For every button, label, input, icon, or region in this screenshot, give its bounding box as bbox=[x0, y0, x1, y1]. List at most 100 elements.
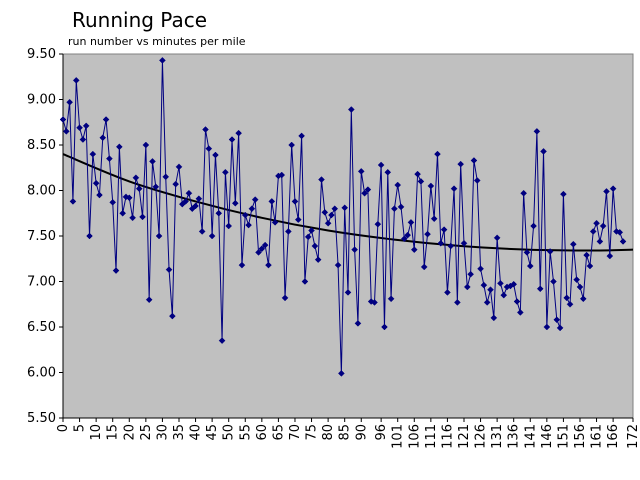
data-point bbox=[467, 270, 474, 278]
x-tick-label: 15 bbox=[106, 424, 121, 441]
x-tick-label: 5 bbox=[73, 424, 88, 432]
x-tick-label: 166 bbox=[606, 424, 621, 449]
data-point bbox=[109, 198, 117, 206]
data-point bbox=[583, 251, 590, 259]
data-point bbox=[82, 122, 90, 130]
data-point bbox=[294, 216, 302, 223]
data-point bbox=[115, 143, 123, 151]
plot-area bbox=[62, 53, 634, 419]
data-point bbox=[291, 198, 299, 205]
data-point bbox=[414, 170, 421, 178]
data-point bbox=[477, 265, 484, 273]
data-point bbox=[603, 188, 610, 195]
data-point bbox=[487, 286, 494, 294]
data-point bbox=[437, 239, 445, 247]
y-axis: 5.50 6.00 6.50 7.00 7.50 8.00 8.50 9.00 9.50 bbox=[27, 47, 64, 426]
data-point bbox=[338, 370, 345, 377]
data-point bbox=[619, 238, 627, 245]
data-point bbox=[238, 261, 246, 269]
x-tick-label: 90 bbox=[354, 424, 369, 441]
y-tick-label: 8.00 bbox=[27, 184, 56, 199]
data-point bbox=[119, 209, 127, 217]
data-point bbox=[510, 280, 518, 288]
data-point bbox=[255, 249, 262, 256]
data-point bbox=[96, 191, 103, 199]
data-point bbox=[593, 219, 600, 227]
data-point bbox=[374, 220, 382, 228]
data-point bbox=[384, 168, 392, 176]
data-point bbox=[112, 267, 120, 274]
x-tick-label: 70 bbox=[288, 424, 303, 441]
data-point bbox=[59, 116, 67, 123]
data-point bbox=[364, 186, 372, 193]
x-tick-label: 0 bbox=[56, 424, 71, 432]
data-point bbox=[553, 316, 561, 324]
data-point bbox=[400, 235, 408, 243]
data-point bbox=[298, 132, 305, 140]
data-point bbox=[265, 261, 272, 269]
data-point bbox=[447, 242, 455, 250]
data-point bbox=[231, 199, 239, 207]
data-point bbox=[192, 202, 199, 210]
data-point bbox=[391, 205, 398, 213]
data-point bbox=[483, 299, 491, 306]
data-point bbox=[328, 211, 335, 219]
data-point bbox=[493, 234, 501, 242]
data-point bbox=[450, 185, 458, 193]
data-point bbox=[66, 98, 73, 106]
data-point bbox=[271, 218, 279, 226]
x-tick-label: 25 bbox=[139, 424, 154, 441]
data-point bbox=[344, 289, 352, 296]
data-point bbox=[543, 323, 551, 331]
y-tick-label: 6.50 bbox=[27, 320, 56, 335]
data-point bbox=[169, 312, 176, 320]
data-point bbox=[407, 218, 415, 226]
data-point bbox=[334, 261, 342, 269]
data-point bbox=[616, 229, 624, 236]
data-point bbox=[480, 281, 488, 289]
x-tick-label: 156 bbox=[573, 424, 588, 449]
x-tick-label: 146 bbox=[540, 424, 555, 449]
data-point bbox=[516, 309, 524, 316]
data-point bbox=[556, 324, 564, 332]
data-point bbox=[566, 300, 574, 308]
data-point bbox=[162, 173, 170, 181]
data-point bbox=[69, 198, 77, 205]
x-tick-label: 101 bbox=[391, 424, 406, 449]
x-tick-label: 85 bbox=[338, 424, 353, 441]
data-point bbox=[215, 209, 223, 217]
data-point bbox=[606, 252, 614, 260]
data-point bbox=[473, 177, 481, 184]
data-point bbox=[304, 233, 312, 241]
x-tick-label: 30 bbox=[155, 424, 170, 441]
data-point bbox=[86, 232, 93, 240]
trendline-layer bbox=[62, 153, 634, 252]
x-tick-label: 121 bbox=[457, 424, 472, 449]
data-point bbox=[397, 203, 405, 211]
data-point bbox=[258, 245, 266, 253]
data-point bbox=[457, 160, 465, 168]
x-tick-label: 10 bbox=[89, 424, 104, 441]
data-point bbox=[371, 299, 378, 306]
data-point bbox=[106, 155, 113, 163]
data-point bbox=[586, 262, 594, 270]
y-tick-label: 5.50 bbox=[27, 411, 56, 426]
x-axis: 0 5 10 15 20 25 30 35 40 45 50 55 60 65 70 75 80 85 90 96 10… bbox=[56, 417, 640, 449]
series-layer bbox=[59, 57, 627, 377]
chart-subtitle: run number vs minutes per mile bbox=[68, 35, 246, 48]
data-point bbox=[218, 337, 226, 345]
x-tick-label: 40 bbox=[189, 424, 204, 441]
data-point bbox=[560, 190, 567, 198]
data-point bbox=[311, 242, 319, 250]
data-point bbox=[569, 240, 577, 248]
data-point bbox=[444, 289, 451, 296]
data-point bbox=[417, 178, 425, 185]
x-tick-label: 161 bbox=[590, 424, 605, 449]
data-point bbox=[497, 279, 504, 287]
data-point bbox=[351, 246, 358, 254]
data-point bbox=[139, 213, 146, 221]
data-point bbox=[341, 204, 349, 212]
data-point bbox=[377, 161, 385, 169]
data-point bbox=[434, 150, 441, 158]
data-point bbox=[172, 180, 180, 188]
